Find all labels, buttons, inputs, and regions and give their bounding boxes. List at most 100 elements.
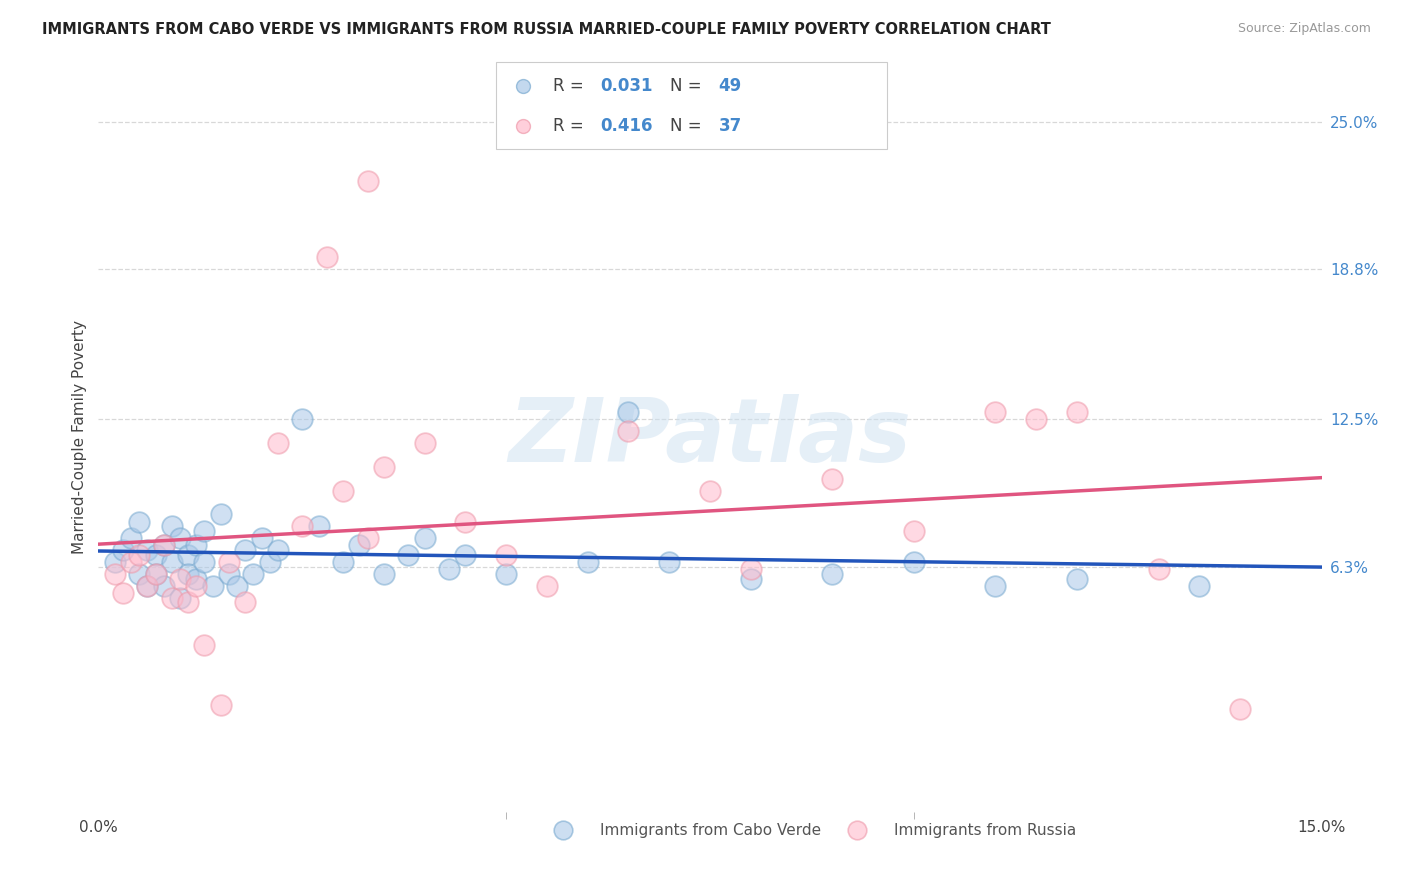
Point	[128, 548, 150, 562]
Point	[740, 562, 762, 576]
Point	[209, 508, 232, 522]
Text: Source: ZipAtlas.com: Source: ZipAtlas.com	[1237, 22, 1371, 36]
Point	[349, 538, 371, 552]
Text: N =: N =	[669, 117, 707, 135]
Text: ZIPatlas: ZIPatlas	[509, 393, 911, 481]
Point	[128, 515, 150, 529]
Y-axis label: Married-Couple Family Poverty: Married-Couple Family Poverty	[72, 320, 87, 554]
Point	[1066, 405, 1088, 419]
Point	[356, 531, 378, 545]
Text: N =: N =	[669, 78, 707, 95]
Point	[259, 555, 281, 569]
Point	[111, 543, 134, 558]
Point	[454, 548, 477, 562]
Point	[291, 519, 314, 533]
Point	[128, 566, 150, 581]
Text: 0.031: 0.031	[600, 78, 652, 95]
Point	[177, 566, 200, 581]
Point	[152, 538, 174, 552]
Point	[413, 531, 436, 545]
Point	[186, 579, 208, 593]
Point	[120, 555, 142, 569]
Point	[984, 579, 1007, 593]
Point	[111, 586, 134, 600]
Point	[136, 579, 159, 593]
Point	[233, 595, 256, 609]
Point	[617, 405, 640, 419]
Point	[903, 524, 925, 538]
Point	[308, 519, 330, 533]
Point	[1025, 412, 1047, 426]
Point	[332, 555, 354, 569]
Point	[267, 436, 290, 450]
Point	[186, 572, 208, 586]
Text: 37: 37	[718, 117, 742, 135]
Point	[193, 524, 215, 538]
Point	[658, 555, 681, 569]
Point	[903, 555, 925, 569]
Point	[250, 531, 273, 545]
Point	[1229, 702, 1251, 716]
Point	[356, 174, 378, 188]
Text: 0.416: 0.416	[600, 117, 652, 135]
Point	[373, 459, 395, 474]
Point	[145, 566, 167, 581]
Point	[332, 483, 354, 498]
Point	[984, 405, 1007, 419]
Text: R =: R =	[554, 78, 589, 95]
Point	[454, 515, 477, 529]
Point	[152, 579, 174, 593]
Point	[1147, 562, 1170, 576]
Point	[152, 538, 174, 552]
Point	[226, 579, 249, 593]
Point	[617, 424, 640, 438]
Point	[209, 698, 232, 712]
Text: IMMIGRANTS FROM CABO VERDE VS IMMIGRANTS FROM RUSSIA MARRIED-COUPLE FAMILY POVER: IMMIGRANTS FROM CABO VERDE VS IMMIGRANTS…	[42, 22, 1052, 37]
Point	[536, 579, 558, 593]
Point	[201, 579, 224, 593]
Point	[186, 538, 208, 552]
Point	[242, 566, 264, 581]
Point	[136, 543, 159, 558]
Point	[413, 436, 436, 450]
Point	[1188, 579, 1211, 593]
Point	[160, 591, 183, 605]
Point	[177, 595, 200, 609]
Point	[218, 555, 240, 569]
Point	[576, 555, 599, 569]
Point	[169, 531, 191, 545]
Text: Immigrants from Russia: Immigrants from Russia	[894, 823, 1076, 838]
Point	[315, 251, 337, 265]
Point	[495, 548, 517, 562]
Point	[169, 572, 191, 586]
Point	[740, 572, 762, 586]
Point	[396, 548, 419, 562]
Text: Immigrants from Cabo Verde: Immigrants from Cabo Verde	[600, 823, 821, 838]
FancyBboxPatch shape	[496, 62, 887, 149]
Text: R =: R =	[554, 117, 589, 135]
Point	[193, 638, 215, 652]
Point	[821, 472, 844, 486]
Point	[821, 566, 844, 581]
Point	[160, 519, 183, 533]
Point	[177, 548, 200, 562]
Point	[267, 543, 290, 558]
Text: 49: 49	[718, 78, 742, 95]
Point	[291, 412, 314, 426]
Point	[218, 566, 240, 581]
Point	[120, 531, 142, 545]
Point	[437, 562, 460, 576]
Point	[1066, 572, 1088, 586]
Point	[145, 566, 167, 581]
Point	[145, 548, 167, 562]
Point	[104, 555, 127, 569]
Point	[193, 555, 215, 569]
Point	[160, 555, 183, 569]
Point	[699, 483, 721, 498]
Point	[233, 543, 256, 558]
Point	[169, 591, 191, 605]
Point	[373, 566, 395, 581]
Point	[104, 566, 127, 581]
Point	[136, 579, 159, 593]
Point	[495, 566, 517, 581]
